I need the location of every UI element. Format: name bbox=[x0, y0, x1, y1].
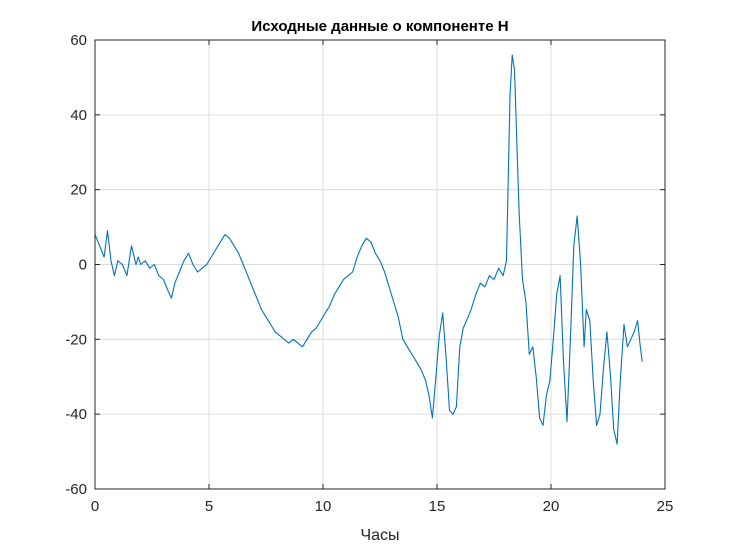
y-tick-label: 20 bbox=[70, 182, 87, 199]
axis-ticks bbox=[94, 39, 666, 490]
x-tick-label: 20 bbox=[543, 498, 560, 515]
y-tick-label: -20 bbox=[65, 331, 87, 348]
x-tick-label: 15 bbox=[429, 498, 446, 515]
x-tick-label: 5 bbox=[205, 498, 213, 515]
y-tick-label: 0 bbox=[79, 257, 87, 274]
grid bbox=[94, 39, 666, 490]
x-tick-label: 0 bbox=[91, 498, 99, 515]
y-tick-label: 40 bbox=[70, 107, 87, 124]
series-line-h-component bbox=[94, 54, 643, 445]
y-tick-label: 60 bbox=[70, 32, 87, 49]
x-tick-label: 25 bbox=[657, 498, 674, 515]
x-tick-labels: 0 5 10 15 20 25 bbox=[91, 498, 674, 515]
y-tick-label: -60 bbox=[65, 481, 87, 498]
x-axis-label: Часы bbox=[360, 527, 399, 544]
chart-title: Исходные данные о компоненте H bbox=[251, 18, 508, 35]
x-tick-label: 10 bbox=[315, 498, 332, 515]
y-tick-labels: -60 -40 -20 0 20 40 60 bbox=[65, 32, 87, 498]
y-tick-label: -40 bbox=[65, 406, 87, 423]
